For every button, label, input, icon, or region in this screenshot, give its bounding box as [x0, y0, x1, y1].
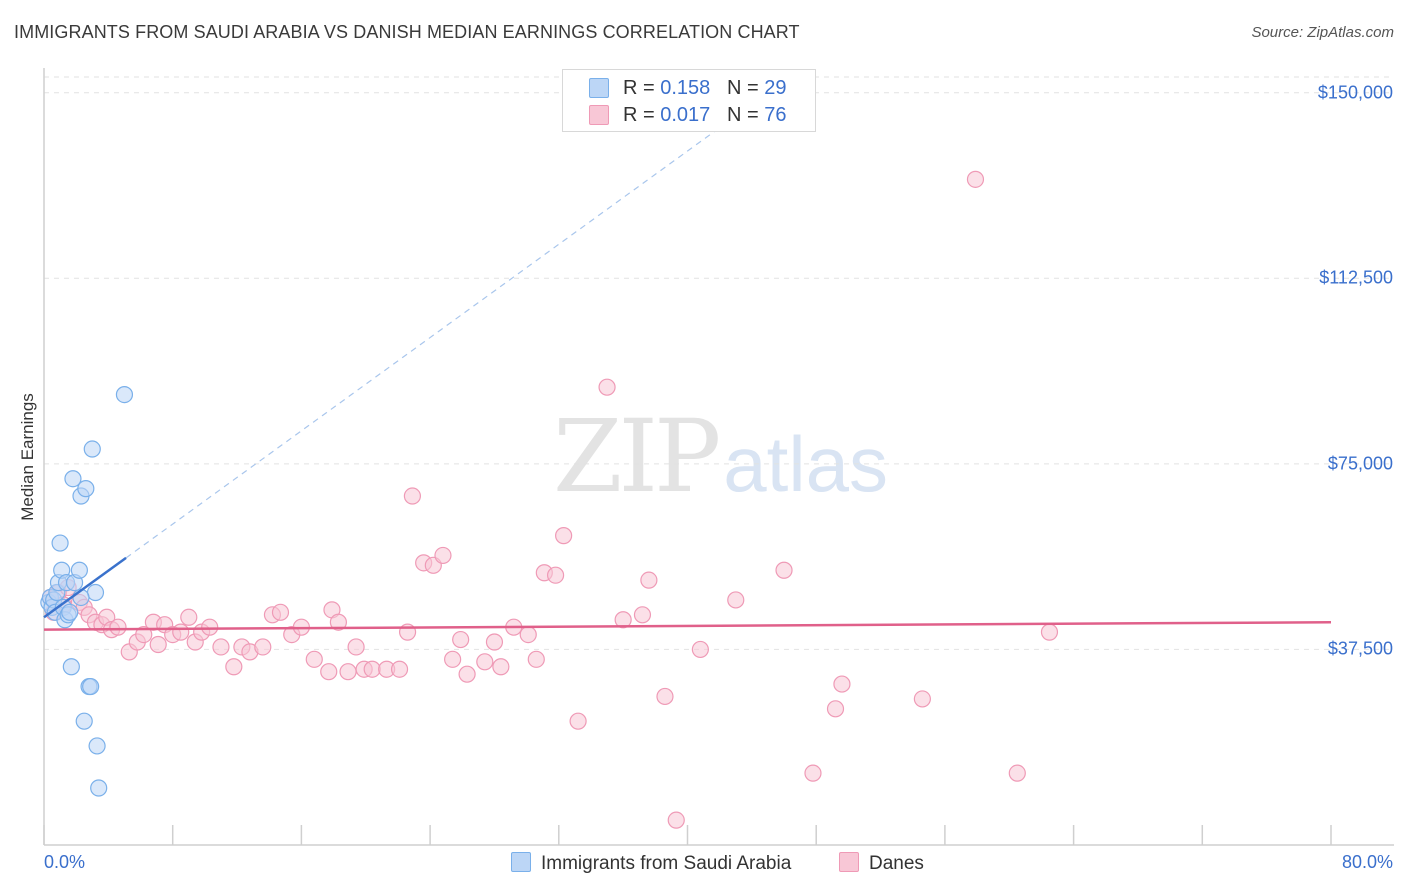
series-legend-danes: Danes	[839, 852, 924, 875]
series-swatch-saudi	[511, 852, 531, 872]
danes-point	[913, 690, 931, 708]
saudi-point	[115, 385, 134, 404]
danes-trend-line	[43, 620, 1332, 631]
y-tick-label: $75,000	[1327, 453, 1393, 474]
legend-r-value-danes: 0.017	[660, 104, 711, 126]
y-tick-label: $112,500	[1319, 267, 1393, 288]
danes-point	[640, 571, 658, 589]
danes-point	[201, 618, 219, 636]
danes-point	[598, 378, 616, 396]
danes-point	[305, 650, 323, 668]
danes-point	[320, 663, 338, 681]
gridlines	[44, 76, 1394, 650]
danes-point	[633, 606, 652, 624]
danes-point	[1040, 623, 1059, 641]
danes-point	[339, 663, 357, 681]
danes-points	[41, 170, 1059, 829]
danes-point	[135, 625, 153, 644]
legend-n-value-danes: 76	[764, 104, 787, 126]
series-legend-saudi: Immigrants from Saudi Arabia	[511, 852, 791, 875]
danes-point	[833, 675, 851, 693]
saudi-point	[70, 561, 88, 579]
x-tick-max: 80.0%	[1341, 852, 1393, 872]
danes-point	[149, 635, 167, 654]
x-tick-min: 0.0%	[44, 852, 86, 872]
saudi-point	[90, 779, 108, 797]
legend-r-value-saudi: 0.158	[660, 77, 711, 99]
danes-point	[1008, 764, 1026, 782]
legend-n-label: N =	[726, 77, 759, 99]
watermark: ZIPatlas	[553, 398, 888, 515]
watermark-zip: ZIP	[553, 398, 721, 515]
correlation-legend: R = 0.158 N = 29 R = 0.017 N = 76	[562, 69, 816, 132]
danes-point	[492, 658, 510, 676]
danes-point	[667, 811, 685, 829]
danes-point	[826, 700, 845, 718]
danes-point	[225, 658, 243, 676]
legend-r-label: R =	[623, 104, 655, 126]
saudi-point	[62, 658, 80, 676]
danes-point	[656, 687, 674, 706]
saudi-point	[83, 440, 101, 458]
danes-point	[569, 712, 587, 730]
danes-point	[485, 633, 504, 651]
danes-point	[329, 613, 348, 631]
danes-point	[180, 608, 198, 626]
y-tick-label: $150,000	[1317, 82, 1393, 103]
legend-swatch-saudi	[589, 78, 609, 98]
chart-title: IMMIGRANTS FROM SAUDI ARABIA VS DANISH M…	[14, 22, 800, 42]
danes-point	[727, 591, 745, 609]
danes-point	[172, 623, 190, 641]
saudi-points	[40, 385, 134, 797]
trend-extension	[125, 92, 769, 559]
y-tick-label: $37,500	[1327, 638, 1393, 659]
danes-point	[476, 653, 494, 671]
saudi-trend-extension	[125, 92, 769, 559]
trend-lines	[43, 556, 1332, 631]
saudi-point	[51, 534, 69, 552]
danes-point	[109, 618, 127, 636]
danes-point	[212, 638, 230, 656]
danes-point	[254, 638, 272, 656]
saudi-point	[86, 583, 105, 602]
danes-point	[403, 487, 422, 505]
saudi-point	[61, 603, 79, 621]
saudi-point	[82, 677, 100, 696]
danes-point	[363, 660, 381, 678]
danes-point	[452, 630, 470, 649]
legend-n-value-saudi: 29	[764, 77, 787, 99]
danes-point	[691, 640, 709, 659]
danes-point	[444, 650, 462, 668]
saudi-point	[77, 480, 95, 498]
danes-point	[458, 665, 476, 683]
danes-point	[546, 566, 565, 584]
danes-point	[527, 650, 545, 668]
legend-n-label: N =	[726, 104, 759, 126]
saudi-point	[75, 712, 93, 730]
series-label-danes: Danes	[869, 853, 924, 874]
axes	[43, 68, 1394, 846]
saudi-trend-line	[43, 556, 127, 619]
danes-point	[614, 611, 632, 629]
legend-swatch-danes	[589, 105, 609, 125]
danes-point	[390, 660, 409, 678]
danes-point	[555, 527, 573, 545]
danes-point	[966, 170, 985, 188]
series-label-saudi: Immigrants from Saudi Arabia	[541, 853, 792, 874]
danes-point	[804, 764, 822, 782]
danes-point	[271, 603, 290, 621]
source-label: Source: ZipAtlas.com	[1251, 24, 1394, 41]
danes-point	[519, 625, 537, 644]
danes-point	[775, 561, 793, 579]
danes-point	[347, 638, 365, 656]
legend-r-label: R =	[623, 77, 655, 99]
danes-point	[434, 546, 452, 565]
saudi-point	[64, 470, 82, 488]
series-swatch-danes	[839, 852, 859, 872]
saudi-point	[88, 737, 106, 755]
